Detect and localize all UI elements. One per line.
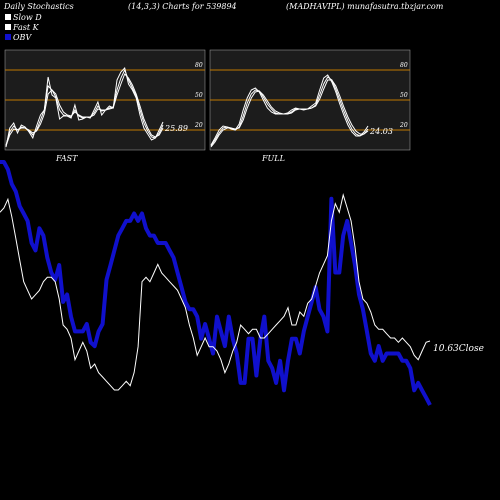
fast-level-label-80: 80 xyxy=(195,62,203,69)
full-stoch-line-0 xyxy=(210,74,369,146)
full-level-label-50: 50 xyxy=(400,92,408,99)
full-last-value-label: 24.03 xyxy=(369,127,393,136)
fast-level-label-50: 50 xyxy=(195,92,203,99)
fast-stoch-line-2 xyxy=(5,73,164,147)
legend: Slow D Fast K OBV xyxy=(5,13,42,42)
legend-label-fast-k: Fast K xyxy=(12,23,40,32)
close-value-label: 10.63Close xyxy=(433,344,484,354)
legend-swatch-fast-k xyxy=(5,24,11,30)
obv-line xyxy=(0,160,432,406)
legend-label-slow-d: Slow D xyxy=(13,13,42,22)
price-obv-area xyxy=(0,160,432,406)
fast-level-label-20: 20 xyxy=(194,122,203,129)
full-level-label-80: 80 xyxy=(400,62,408,69)
header-center: (14,3,3) Charts for 539894 xyxy=(128,2,237,11)
full-level-label-20: 20 xyxy=(399,122,408,129)
fast-panel-label: FAST xyxy=(55,154,78,163)
fast-stochastics-panel: 80 50 20 25.89 xyxy=(4,49,206,151)
full-stoch-line-2 xyxy=(210,79,369,148)
legend-label-obv: OBV xyxy=(13,33,32,42)
full-stochastics-panel: 80 50 20 24.03 xyxy=(209,49,411,151)
fast-last-value-label: 25.89 xyxy=(164,124,188,133)
header-left: Daily Stochastics xyxy=(3,2,74,11)
header-right: (MADHAVIPL) munafasutra.tbzjar.com xyxy=(286,2,444,11)
legend-swatch-slow-d xyxy=(5,14,11,20)
close-price-line xyxy=(0,193,431,391)
full-panel-label: FULL xyxy=(261,154,285,163)
legend-swatch-obv xyxy=(5,34,11,40)
